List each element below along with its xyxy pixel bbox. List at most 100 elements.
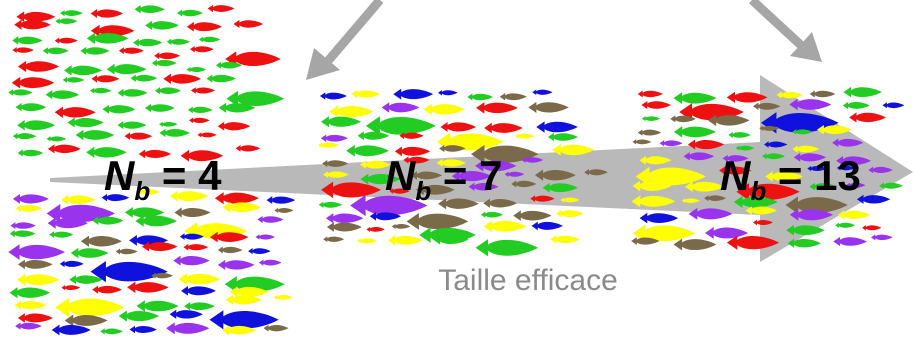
fish-icon <box>789 98 832 111</box>
fish-icon <box>129 325 157 334</box>
fish-icon <box>266 196 296 205</box>
fish-icon <box>406 212 469 230</box>
fish-icon <box>177 9 203 17</box>
fish-icon <box>273 294 293 300</box>
nb-label-2: Nb = 7 <box>385 152 502 206</box>
fish-icon <box>54 37 78 44</box>
fish-icon <box>61 195 96 205</box>
fish-icon <box>151 272 173 279</box>
fish-icon <box>217 259 255 270</box>
fish-icon <box>187 106 213 114</box>
fish-icon <box>64 314 108 327</box>
fish-icon <box>115 248 138 255</box>
fish-icon <box>217 246 243 254</box>
fish-icon <box>531 221 563 231</box>
fish-icon <box>318 142 339 148</box>
fish-icon <box>54 106 96 118</box>
fish-icon <box>499 93 527 101</box>
fish-icon <box>67 117 104 128</box>
fish-icon <box>641 100 672 110</box>
fish-icon <box>399 132 424 140</box>
fish-icon <box>91 74 120 83</box>
fish-icon <box>12 36 43 45</box>
fish-icon <box>632 139 652 145</box>
fish-icon <box>842 101 870 110</box>
fish-icon <box>17 313 53 323</box>
fish-icon <box>320 134 348 142</box>
fish-icon <box>18 259 53 270</box>
fish-icon <box>151 59 177 67</box>
fish-icon <box>190 45 214 53</box>
fish-icon <box>637 90 663 98</box>
fish-icon <box>637 129 662 136</box>
fish-icon <box>484 122 523 134</box>
fish-icon <box>135 215 177 227</box>
fish-icon <box>835 222 856 229</box>
fish-icon <box>9 287 51 299</box>
fish-icon <box>11 76 55 89</box>
fish-icon <box>106 63 147 75</box>
fish-icon <box>206 74 236 83</box>
fish-icon <box>145 103 175 113</box>
fish-icon <box>513 210 552 221</box>
fish-icon <box>323 236 345 243</box>
fish-icon <box>51 324 91 336</box>
fish-icon <box>528 101 569 113</box>
fish-icon <box>64 65 103 76</box>
fish-icon <box>659 140 683 147</box>
fish-icon <box>186 21 222 32</box>
fish-icon <box>346 144 389 157</box>
fish-icon <box>17 149 44 157</box>
fish-icon <box>207 4 235 13</box>
fish-icon <box>47 144 81 154</box>
fish-icon <box>117 121 147 130</box>
fish-icon <box>42 47 69 55</box>
fish-icon <box>181 286 216 296</box>
fish-icon <box>871 234 893 241</box>
fish-icon <box>12 47 34 54</box>
fish-icon <box>318 201 343 209</box>
fish-icon <box>705 227 749 239</box>
fish-icon <box>351 90 380 98</box>
fish-icon <box>833 236 867 247</box>
fish-icon <box>124 132 153 140</box>
fish-icon <box>15 322 42 330</box>
fish-icon <box>536 121 578 133</box>
fish-icon <box>8 244 65 260</box>
fish-icon <box>80 46 110 55</box>
fish-icon <box>673 126 716 138</box>
fish-icon <box>61 285 81 291</box>
fish-icon <box>882 102 905 109</box>
fish-icon <box>319 92 347 100</box>
fish-icon <box>141 241 178 252</box>
fish-icon <box>12 193 49 204</box>
fish-icon <box>849 112 886 123</box>
fish-icon <box>423 103 465 115</box>
nb-label-1: Nb = 4 <box>104 152 222 206</box>
fish-icon <box>154 52 181 60</box>
fish-school-top-left <box>8 4 285 162</box>
fish-icon <box>49 231 74 238</box>
fish-icon <box>133 38 163 47</box>
fish-icon <box>480 211 503 218</box>
fish-icon <box>483 220 527 233</box>
fish-icon <box>166 38 190 46</box>
pointer-arrow-left <box>306 0 384 80</box>
fish-icon <box>75 129 115 141</box>
fish-icon <box>673 238 717 251</box>
fish-icon <box>90 87 112 94</box>
fish-icon <box>707 114 750 127</box>
fish-icon <box>15 204 43 212</box>
fish-icon <box>14 300 47 310</box>
fish-icon <box>556 209 584 218</box>
fish-icon <box>17 60 60 73</box>
fish-icon <box>183 243 209 251</box>
fish-icon <box>639 212 679 224</box>
fish-icon <box>235 145 261 152</box>
fish-icon <box>117 88 148 98</box>
fish-icon <box>209 231 249 243</box>
fish-icon <box>118 310 160 322</box>
fish-icon <box>357 131 390 141</box>
effective-size-caption: Taille efficace <box>438 264 618 297</box>
fish-icon <box>438 90 458 96</box>
